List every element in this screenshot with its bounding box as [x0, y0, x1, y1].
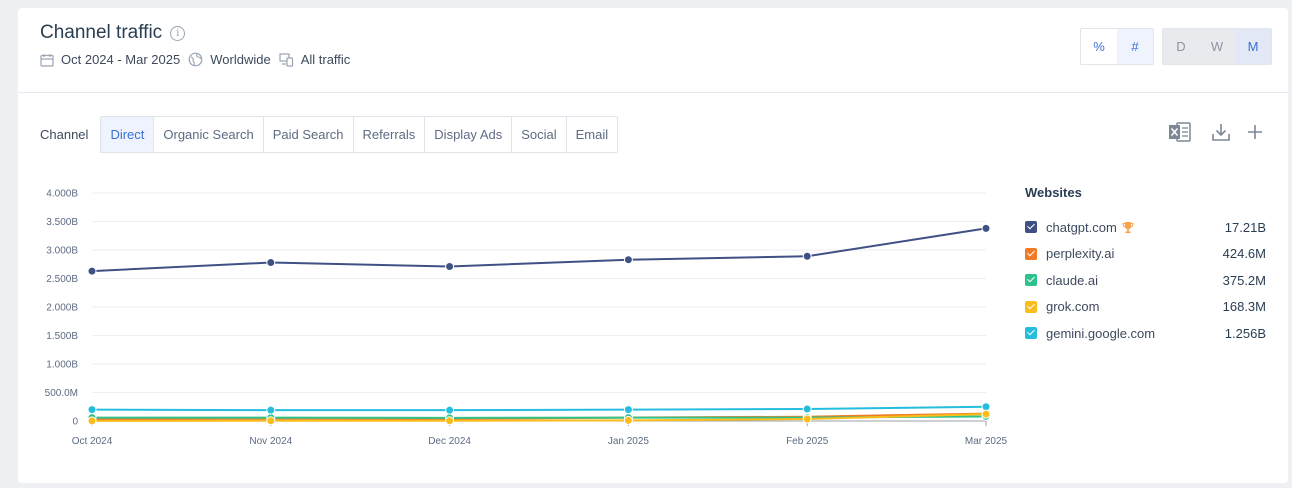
- excel-icon[interactable]: [1168, 121, 1192, 143]
- series-line-grok-com: [91, 413, 987, 422]
- data-point: [981, 223, 991, 233]
- month-toggle[interactable]: M: [1235, 29, 1271, 64]
- legend-item-gemini[interactable]: gemini.google.com 1.256B: [1025, 320, 1266, 347]
- y-tick-label: 3.500B: [46, 217, 78, 228]
- checkbox-icon[interactable]: [1025, 221, 1037, 234]
- tab-direct[interactable]: Direct: [101, 117, 155, 152]
- info-icon[interactable]: i: [170, 25, 186, 41]
- legend-item-label: grok.com: [1046, 299, 1100, 315]
- tab-referrals[interactable]: Referrals: [354, 117, 426, 152]
- globe-icon: [188, 52, 203, 67]
- x-tick-label: Dec 2024: [428, 436, 471, 447]
- date-range-label: Oct 2024 - Mar 2025: [61, 52, 181, 67]
- data-point: [266, 405, 276, 415]
- legend-item-value: 168.3M: [1222, 299, 1266, 315]
- y-tick-label: 1.500B: [46, 331, 78, 342]
- y-tick-label: 4.000B: [46, 189, 78, 200]
- period-toggle: D W M: [1162, 28, 1272, 65]
- line-chart: 4.000B 3.500B 3.000B 2.500B 2.000B 1.500B 1.00…: [45, 189, 1008, 448]
- region-label: Worldwide: [210, 52, 271, 67]
- region-filter[interactable]: Worldwide: [188, 52, 271, 67]
- data-point: [623, 405, 633, 415]
- legend-item-label: perplexity.ai: [1046, 246, 1115, 262]
- series-line-chatgpt-com: [91, 227, 987, 273]
- y-tick-label: 3.000B: [46, 246, 78, 257]
- y-tick-label: 0: [72, 417, 78, 428]
- traffic-label: All traffic: [300, 52, 351, 67]
- y-tick-label: 2.000B: [46, 303, 78, 314]
- data-point: [981, 409, 991, 419]
- legend-item-grok[interactable]: grok.com 168.3M: [1025, 294, 1266, 321]
- trophy-icon: [1122, 221, 1134, 233]
- channel-traffic-card: Channel traffic i Oct 2024 - Mar 2025 Wo…: [18, 8, 1288, 483]
- y-tick-label: 1.000B: [46, 360, 78, 371]
- download-icon[interactable]: [1211, 121, 1231, 143]
- x-tick-label: Jan 2025: [608, 436, 650, 447]
- data-point: [87, 405, 97, 415]
- y-tick-label: 500.0M: [45, 388, 78, 399]
- data-point: [445, 405, 455, 415]
- channel-label: Channel: [40, 127, 89, 142]
- legend-item-label: claude.ai: [1046, 272, 1099, 288]
- legend-item-claude[interactable]: claude.ai 375.2M: [1025, 267, 1266, 294]
- day-toggle[interactable]: D: [1163, 29, 1199, 64]
- data-point: [802, 404, 812, 414]
- x-tick-label: Feb 2025: [786, 436, 829, 447]
- devices-icon: [279, 52, 293, 67]
- y-tick-label: 2.500B: [46, 274, 78, 285]
- channel-tabs: Direct Organic Search Paid Search Referr…: [100, 116, 619, 153]
- tab-display-ads[interactable]: Display Ads: [425, 117, 513, 152]
- traffic-filter[interactable]: All traffic: [279, 52, 351, 67]
- legend-item-chatgpt[interactable]: chatgpt.com 17.21B: [1025, 214, 1266, 241]
- checkbox-icon[interactable]: [1025, 300, 1037, 313]
- data-point: [445, 262, 455, 272]
- data-point: [802, 414, 812, 424]
- plus-icon[interactable]: [1246, 121, 1264, 143]
- x-tick-label: Oct 2024: [72, 436, 113, 447]
- tab-organic-search[interactable]: Organic Search: [154, 117, 264, 152]
- legend-item-label: gemini.google.com: [1046, 325, 1156, 341]
- week-toggle[interactable]: W: [1199, 29, 1235, 64]
- data-point: [623, 415, 633, 425]
- legend-item-value: 375.2M: [1222, 272, 1266, 288]
- data-point: [802, 251, 812, 261]
- date-range[interactable]: Oct 2024 - Mar 2025: [40, 52, 180, 67]
- legend-title: Websites: [1025, 185, 1082, 200]
- checkbox-icon[interactable]: [1025, 274, 1037, 287]
- data-point: [623, 255, 633, 265]
- card-header: Channel traffic i Oct 2024 - Mar 2025 Wo…: [18, 8, 1288, 93]
- data-point: [445, 416, 455, 426]
- data-point: [87, 266, 97, 276]
- x-tick-label: Nov 2024: [249, 436, 292, 447]
- tab-email[interactable]: Email: [575, 127, 609, 142]
- data-point: [266, 416, 276, 426]
- calendar-icon: [40, 53, 54, 67]
- data-point: [87, 416, 97, 426]
- percent-toggle[interactable]: %: [1093, 39, 1105, 54]
- x-tick-label: Mar 2025: [965, 436, 1008, 447]
- data-point: [981, 402, 991, 412]
- legend-item-value: 1.256B: [1224, 325, 1266, 341]
- legend-item-label: chatgpt.com: [1046, 219, 1117, 235]
- checkbox-icon[interactable]: [1025, 327, 1037, 340]
- series-line-gemini-google-com: [91, 405, 987, 412]
- legend-item-perplexity[interactable]: perplexity.ai 424.6M: [1025, 241, 1266, 268]
- tab-social[interactable]: Social: [512, 117, 567, 152]
- number-toggle[interactable]: #: [1117, 29, 1153, 64]
- checkbox-icon[interactable]: [1025, 247, 1037, 260]
- legend-item-value: 17.21B: [1224, 219, 1266, 235]
- legend: Websites chatgpt.com 17.21B perplexity.a…: [1025, 185, 1266, 347]
- unit-toggle: % #: [1080, 28, 1154, 65]
- tab-paid-search[interactable]: Paid Search: [264, 117, 354, 152]
- data-point: [266, 258, 276, 268]
- legend-item-value: 424.6M: [1222, 246, 1266, 262]
- page-title: Channel traffic: [40, 22, 163, 43]
